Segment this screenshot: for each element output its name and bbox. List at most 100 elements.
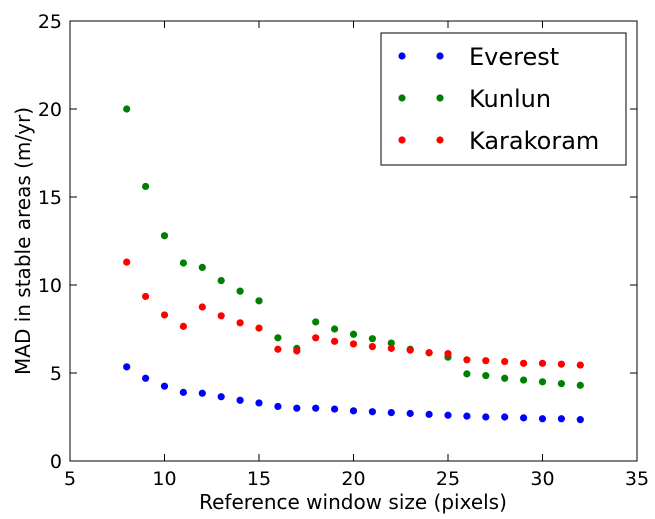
point-karakoram (142, 292, 150, 301)
point-everest (406, 409, 414, 418)
point-everest (444, 411, 452, 419)
point-everest (274, 402, 282, 411)
point-karakoram (576, 361, 584, 369)
legend-box (380, 32, 627, 166)
legend-marker-everest (398, 52, 406, 60)
point-everest (538, 415, 547, 423)
point-kunlun (217, 277, 225, 285)
x-axis-title: Reference window size (pixels) (199, 490, 507, 514)
x-tick-label: 10 (152, 468, 176, 490)
point-kunlun (236, 287, 244, 295)
x-tick-label: 35 (625, 468, 649, 490)
point-karakoram (217, 312, 225, 320)
legend-marker-everest (436, 52, 444, 60)
point-kunlun (482, 372, 490, 380)
point-karakoram (482, 357, 490, 365)
legend-markers (398, 52, 444, 144)
point-karakoram (557, 360, 566, 368)
point-karakoram (274, 345, 282, 353)
point-everest (368, 408, 376, 416)
point-everest (501, 413, 509, 421)
point-everest (482, 413, 490, 421)
point-kunlun (501, 374, 509, 382)
point-everest (463, 412, 471, 420)
point-karakoram (312, 334, 320, 342)
point-kunlun (331, 325, 339, 333)
point-everest (331, 405, 339, 413)
point-karakoram (406, 346, 414, 354)
point-everest (255, 399, 263, 407)
point-kunlun (142, 182, 150, 191)
x-tick-label: 15 (247, 468, 271, 490)
point-karakoram (160, 311, 169, 319)
point-kunlun (387, 339, 395, 347)
data-points (123, 105, 584, 424)
point-everest (293, 404, 301, 412)
y-tick-label: 20 (38, 99, 62, 121)
y-tick-label: 10 (38, 275, 62, 297)
legend-marker-karakoram (436, 136, 444, 144)
point-kunlun (198, 263, 206, 271)
point-karakoram (179, 322, 187, 330)
point-karakoram (198, 303, 206, 311)
point-everest (557, 415, 566, 423)
y-axis-title: MAD in stable areas (m/yr) (11, 107, 35, 375)
point-everest (198, 389, 206, 397)
point-karakoram (444, 350, 452, 358)
point-kunlun (520, 376, 528, 384)
point-everest (312, 404, 320, 412)
point-karakoram (331, 337, 339, 345)
y-tick-label: 0 (50, 451, 62, 473)
point-everest (160, 382, 169, 390)
point-kunlun (179, 259, 187, 267)
point-karakoram (255, 324, 263, 332)
point-kunlun (463, 370, 471, 378)
point-everest (349, 407, 358, 415)
point-everest (236, 396, 244, 404)
y-tick-label: 25 (38, 11, 62, 33)
legend-label-karakoram: Karakoram (469, 127, 599, 155)
x-tick-label: 30 (530, 468, 554, 490)
point-karakoram (463, 356, 471, 364)
point-kunlun (160, 232, 169, 240)
point-kunlun (538, 378, 547, 386)
point-everest (179, 388, 187, 396)
point-everest (142, 374, 150, 382)
point-everest (576, 416, 584, 424)
x-tick-label: 20 (341, 468, 365, 490)
point-kunlun (557, 379, 566, 388)
point-kunlun (274, 334, 282, 342)
y-tick-label: 15 (38, 187, 62, 209)
x-tick-label: 5 (64, 468, 76, 490)
point-everest (520, 414, 528, 422)
point-kunlun (123, 105, 131, 113)
point-karakoram (501, 357, 509, 366)
legend: Everest Kunlun Karakoram (380, 32, 627, 166)
point-kunlun (349, 330, 358, 338)
legend-marker-karakoram (398, 136, 406, 144)
point-everest (123, 363, 131, 371)
point-karakoram (425, 349, 433, 357)
point-karakoram (123, 258, 131, 266)
point-karakoram (387, 344, 395, 352)
point-kunlun (312, 318, 320, 326)
point-karakoram (293, 347, 301, 355)
point-everest (425, 410, 433, 418)
y-tick-label: 5 (50, 363, 62, 385)
point-kunlun (576, 381, 584, 389)
point-karakoram (236, 319, 244, 327)
x-tick-label: 25 (436, 468, 460, 490)
legend-label-kunlun: Kunlun (469, 85, 551, 113)
legend-marker-kunlun (436, 94, 444, 102)
point-karakoram (538, 359, 547, 367)
point-everest (387, 409, 395, 417)
point-kunlun (368, 335, 376, 343)
legend-marker-kunlun (398, 94, 406, 102)
legend-label-everest: Everest (469, 43, 559, 71)
point-everest (217, 393, 225, 401)
point-karakoram (349, 340, 358, 348)
point-karakoram (520, 359, 528, 367)
point-kunlun (255, 297, 263, 305)
